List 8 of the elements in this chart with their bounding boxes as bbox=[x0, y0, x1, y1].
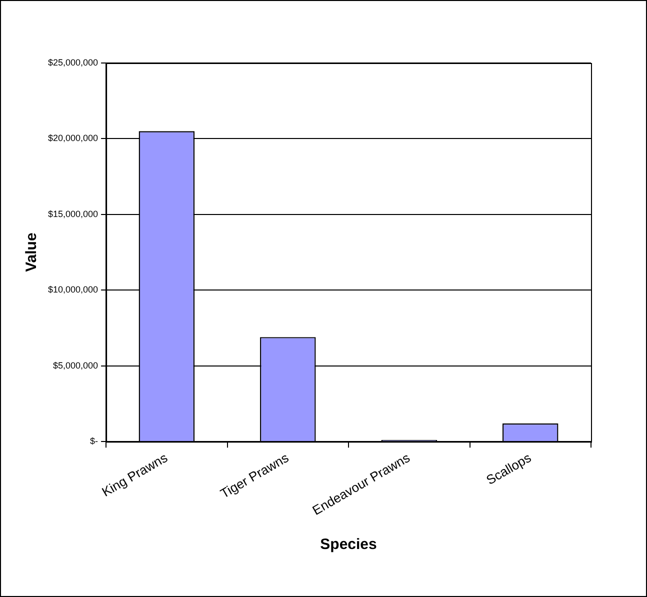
y-axis-title: Value bbox=[23, 232, 40, 272]
y-tick-label: $15,000,000 bbox=[48, 208, 98, 219]
x-axis-title: Species bbox=[320, 536, 377, 554]
y-tick-label: $20,000,000 bbox=[48, 133, 98, 144]
y-tick-label: $10,000,000 bbox=[48, 284, 98, 295]
y-tick-label: $- bbox=[90, 436, 98, 446]
y-tick-label: $5,000,000 bbox=[53, 360, 98, 370]
y-tick-label: $25,000,000 bbox=[48, 57, 98, 68]
